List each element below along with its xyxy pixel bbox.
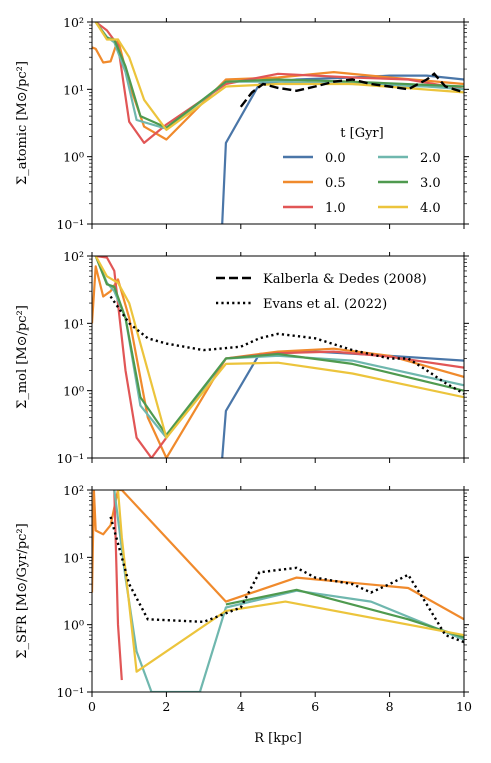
legend-label: 3.0: [420, 176, 441, 191]
legend-label: 0.0: [325, 151, 346, 166]
series-line-3.0: [94, 256, 464, 436]
series-line-4.0: [94, 256, 464, 439]
y-tick-label: 10²: [63, 483, 84, 498]
y-tick-label: 10⁰: [63, 384, 84, 399]
evans-line: [109, 516, 464, 644]
legend-label: Evans et al. (2022): [263, 297, 387, 312]
legend-label: 1.0: [325, 201, 346, 216]
y-tick-label: 10¹: [63, 82, 84, 97]
y-tick-label: 10⁻¹: [56, 451, 84, 466]
axes-frame: [91, 255, 465, 459]
series-line-3.0: [225, 588, 464, 639]
y-axis-label: Σ_SFR [M⊙/Gyr/pc²]: [15, 523, 30, 658]
x-tick-label: 0: [88, 699, 96, 714]
plot-area: [92, 490, 464, 692]
y-tick-label: 10⁰: [63, 150, 84, 165]
y-tick-label: 10²: [63, 15, 84, 30]
legend-label: 2.0: [420, 151, 441, 166]
panel-sfr: 0 2 4 6 8 10 10⁻¹ 10⁰ 10¹ 10² Σ_SFR [M⊙/Gyr/pc²] R …: [15, 483, 472, 746]
series-line-0.5: [92, 490, 464, 621]
x-tick-label: 10: [456, 699, 472, 714]
x-tick-label: 4: [237, 699, 245, 714]
axes-frame: [91, 21, 465, 225]
x-tick-label: 2: [162, 699, 170, 714]
y-tick-label: 10¹: [63, 550, 84, 565]
evans-line: [109, 295, 464, 395]
legend-label: Kalberla & Dedes (2008): [263, 272, 427, 287]
legend-label: 0.5: [325, 176, 346, 191]
panel-mol: 10⁻¹ 10⁰ 10¹ 10² Σ_mol [M⊙/pc²] Kalberla & De…: [15, 249, 469, 466]
series-line-4.0: [94, 22, 464, 131]
x-axis-label: R [kpc]: [254, 731, 302, 746]
plot-area: [92, 256, 464, 458]
y-axis-label: Σ_atomic [M⊙/pc²]: [15, 61, 30, 185]
legend-title: t [Gyr]: [340, 126, 383, 141]
y-axis-label: Σ_mol [M⊙/pc²]: [15, 305, 30, 409]
series-line-0.0: [221, 74, 464, 224]
y-tick-label: 10⁻¹: [56, 217, 84, 232]
y-tick-label: 10⁰: [63, 618, 84, 633]
plot-area: [92, 22, 464, 224]
y-tick-label: 10¹: [63, 316, 84, 331]
series-line-0.5: [92, 265, 464, 458]
legend-label: 4.0: [420, 201, 441, 216]
series-line-1.0: [113, 490, 123, 681]
series-line-4.0: [116, 490, 464, 673]
series-line-1.0: [95, 256, 464, 458]
legend-observations: Kalberla & Dedes (2008) Evans et al. (202…: [216, 272, 427, 312]
y-tick-label: 10²: [63, 249, 84, 264]
y-tick-label: 10⁻¹: [56, 685, 84, 700]
axes-frame: [91, 489, 465, 693]
x-tick-label: 6: [311, 699, 319, 714]
legend-time: t [Gyr] 0.0 0.5 1.0 2.0 3.0 4.0: [283, 126, 441, 216]
panel-atomic: 10⁻¹ 10⁰ 10¹ 10² Σ_atomic [M⊙/pc²] t [Gyr] 0.0…: [15, 15, 469, 232]
series-line-0.5: [92, 38, 464, 141]
x-tick-label: 8: [386, 699, 394, 714]
kalberla-dedes-line: [239, 72, 464, 108]
